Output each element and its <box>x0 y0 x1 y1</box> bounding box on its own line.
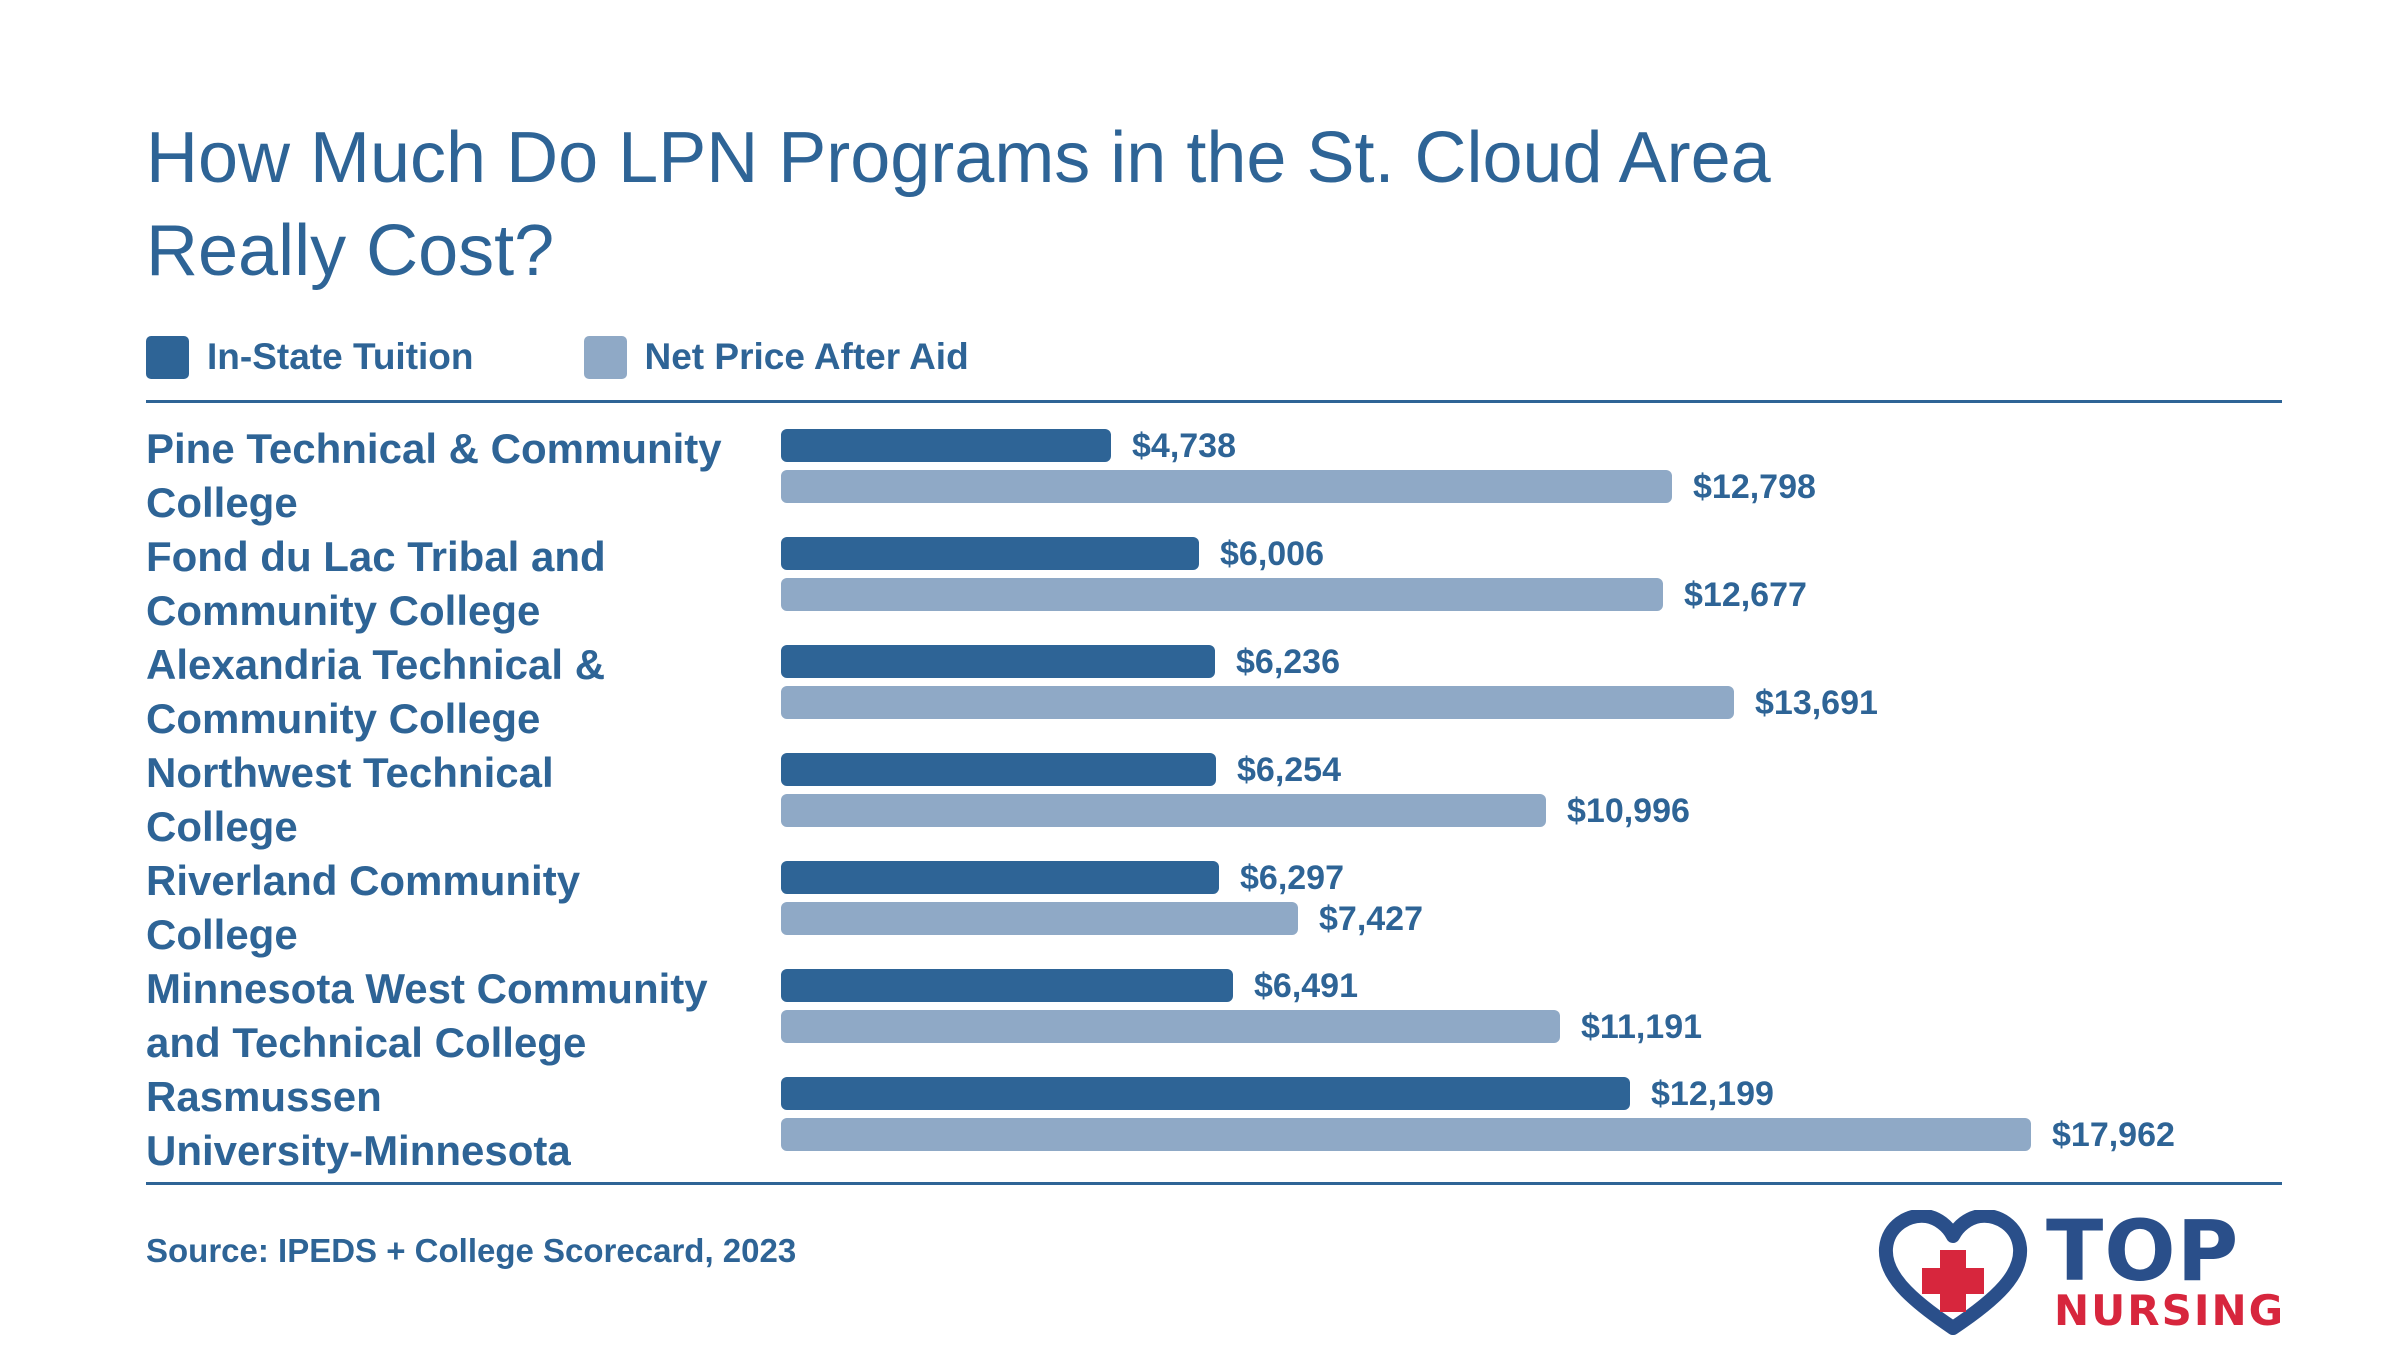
value-label-in-state-tuition-minnesota-west-community-and-technical-college: $6,491 <box>1254 967 1358 1005</box>
value-label-net-price-after-aid-pine-technical-community-college: $12,798 <box>1693 468 1816 506</box>
legend-item-net-price: Net Price After Aid <box>583 335 969 379</box>
heart-cross-icon <box>1878 1210 2028 1335</box>
category-label-line: Community College <box>146 695 541 742</box>
category-label-line: Fond du Lac Tribal and <box>146 533 606 580</box>
legend: In-State Tuition Net Price After Aid <box>146 332 1079 382</box>
category-label-minnesota-west-community-and-technical-college: Minnesota West Community and Technical Co… <box>146 962 766 1070</box>
value-label-net-price-after-aid-rasmussen-university-minnesota: $17,962 <box>2052 1116 2175 1154</box>
bar-net-price-after-aid-rasmussen-university-minnesota <box>781 1118 2031 1151</box>
value-label-in-state-tuition-northwest-technical-college: $6,254 <box>1237 751 1341 789</box>
category-label-line: Alexandria Technical & <box>146 641 606 688</box>
category-label-line: Pine Technical & Community <box>146 425 722 472</box>
category-label-line: Minnesota West Community <box>146 965 708 1012</box>
category-label-northwest-technical-college: Northwest Technical College <box>146 746 766 854</box>
bar-in-state-tuition-fond-du-lac-tribal-and-community-college <box>781 537 1199 570</box>
top-nursing-logo: TOP NURSING <box>1878 1206 2283 1335</box>
value-label-net-price-after-aid-minnesota-west-community-and-technical-college: $11,191 <box>1581 1008 1703 1046</box>
value-label-in-state-tuition-pine-technical-community-college: $4,738 <box>1132 427 1236 465</box>
chart-title-line-2: Really Cost? <box>146 211 555 291</box>
bar-in-state-tuition-pine-technical-community-college <box>781 429 1111 462</box>
bar-net-price-after-aid-riverland-community-college <box>781 902 1298 935</box>
category-label-riverland-community-college: Riverland Community College <box>146 854 766 962</box>
category-label-line: College <box>146 479 298 526</box>
value-label-in-state-tuition-alexandria-technical-community-college: $6,236 <box>1236 643 1340 681</box>
bar-net-price-after-aid-pine-technical-community-college <box>781 470 1672 503</box>
value-label-in-state-tuition-rasmussen-university-minnesota: $12,199 <box>1651 1075 1774 1113</box>
legend-label: Net Price After Aid <box>644 336 969 377</box>
category-label-line: Community College <box>146 587 541 634</box>
bar-net-price-after-aid-alexandria-technical-community-college <box>781 686 1734 719</box>
chart-title: How Much Do LPN Programs in the St. Clou… <box>146 112 2046 298</box>
bar-in-state-tuition-rasmussen-university-minnesota <box>781 1077 1630 1110</box>
category-label-line: Riverland Community <box>146 857 581 904</box>
category-label-line: Northwest Technical <box>146 749 554 796</box>
value-label-in-state-tuition-riverland-community-college: $6,297 <box>1240 859 1344 897</box>
category-label-alexandria-technical-community-college: Alexandria Technical & Community College <box>146 638 766 746</box>
top-divider <box>146 400 2282 403</box>
category-label-line: University-Minnesota <box>146 1127 571 1174</box>
source-note: Source: IPEDS + College Scorecard, 2023 <box>146 1232 797 1269</box>
chart-title-line-1: How Much Do LPN Programs in the St. Clou… <box>146 118 1771 198</box>
bar-net-price-after-aid-minnesota-west-community-and-technical-college <box>781 1010 1560 1043</box>
bar-net-price-after-aid-fond-du-lac-tribal-and-community-college <box>781 578 1663 611</box>
category-label-line: Rasmussen <box>146 1073 382 1120</box>
logo-word-top: TOP <box>2046 1202 2240 1300</box>
logo-word-bottom: NURSING <box>2054 1286 2286 1335</box>
category-label-pine-technical-community-college: Pine Technical & Community College <box>146 422 766 530</box>
value-label-net-price-after-aid-northwest-technical-college: $10,996 <box>1567 792 1690 830</box>
bar-net-price-after-aid-northwest-technical-college <box>781 794 1546 827</box>
bottom-divider <box>146 1182 2282 1185</box>
category-label-fond-du-lac-tribal-and-community-college: Fond du Lac Tribal and Community College <box>146 530 766 638</box>
value-label-net-price-after-aid-fond-du-lac-tribal-and-community-college: $12,677 <box>1684 576 1807 614</box>
bar-in-state-tuition-minnesota-west-community-and-technical-college <box>781 969 1233 1002</box>
value-label-in-state-tuition-fond-du-lac-tribal-and-community-college: $6,006 <box>1220 535 1324 573</box>
bar-in-state-tuition-riverland-community-college <box>781 861 1219 894</box>
legend-item-in-state-tuition: In-State Tuition <box>146 335 474 379</box>
legend-label: In-State Tuition <box>207 336 474 377</box>
category-label-line: College <box>146 911 298 958</box>
category-label-line: and Technical College <box>146 1019 587 1066</box>
value-label-net-price-after-aid-riverland-community-college: $7,427 <box>1319 900 1423 938</box>
category-label-rasmussen-university-minnesota: Rasmussen University-Minnesota <box>146 1070 766 1178</box>
category-label-line: College <box>146 803 298 850</box>
value-label-net-price-after-aid-alexandria-technical-community-college: $13,691 <box>1755 684 1878 722</box>
legend-swatch-in-state-tuition <box>146 335 189 379</box>
legend-swatch-net-price <box>583 335 627 379</box>
bar-in-state-tuition-alexandria-technical-community-college <box>781 645 1215 678</box>
bar-in-state-tuition-northwest-technical-college <box>781 753 1216 786</box>
